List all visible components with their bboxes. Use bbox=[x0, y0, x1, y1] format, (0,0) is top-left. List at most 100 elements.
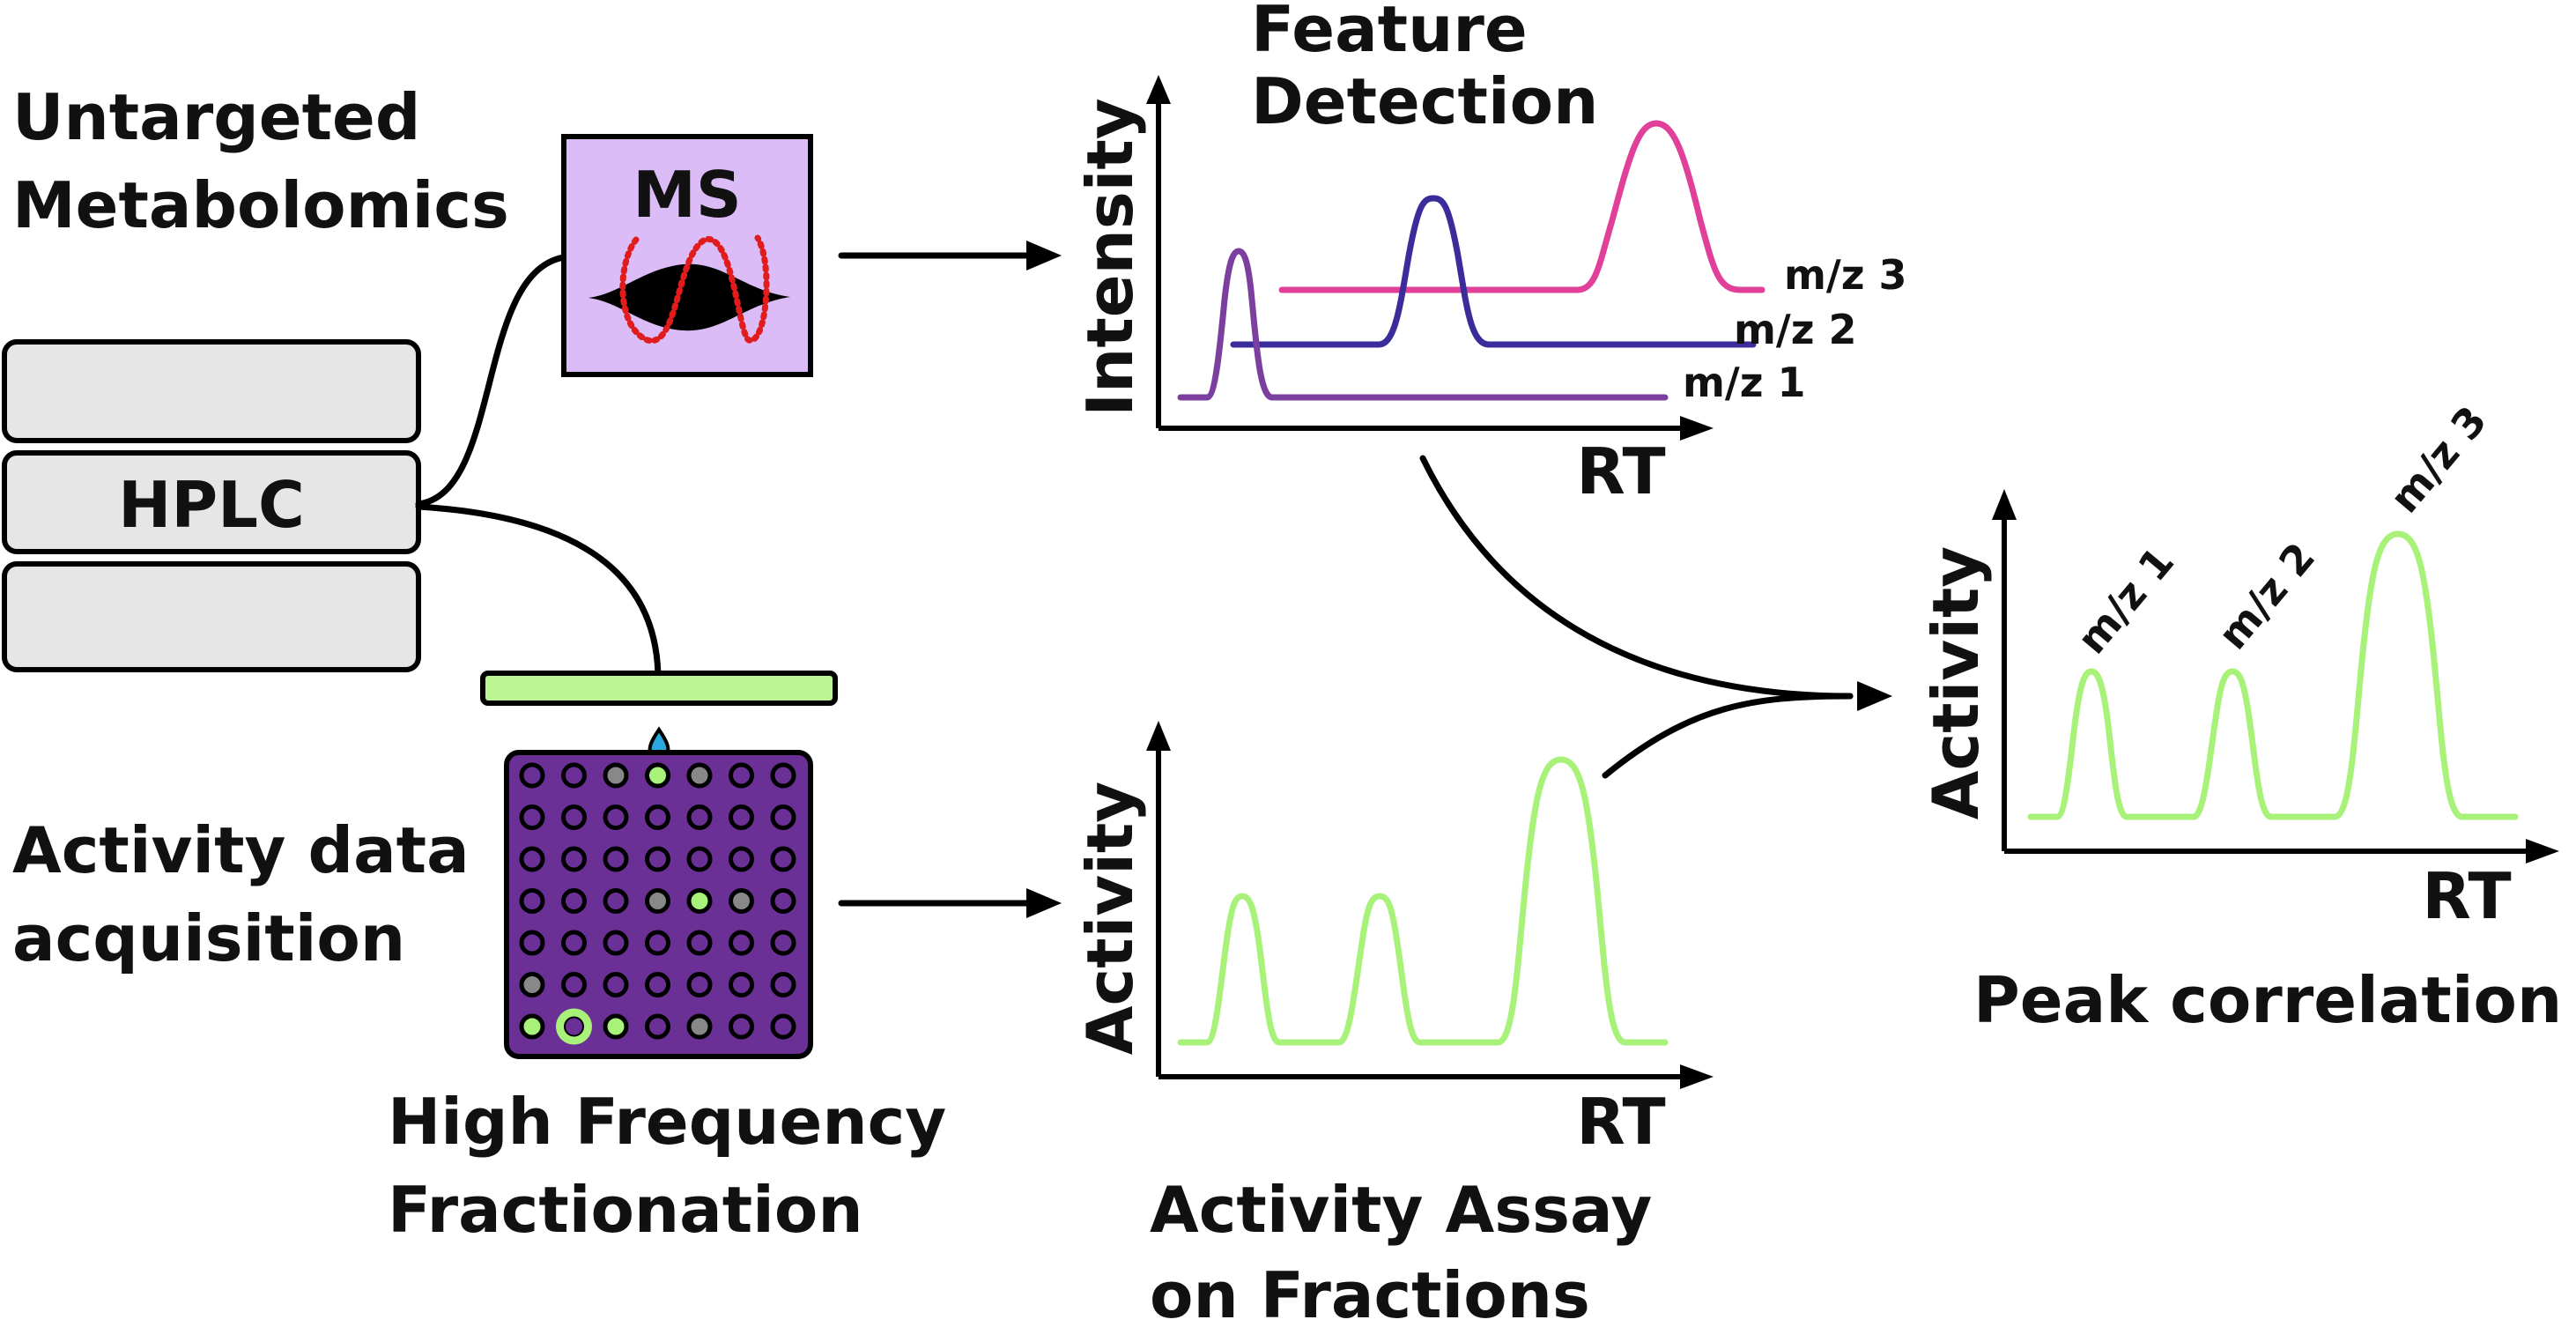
corr-trace bbox=[2027, 530, 2519, 820]
assay-x-label: RT bbox=[1576, 1085, 1665, 1159]
well bbox=[603, 1013, 629, 1040]
well bbox=[519, 972, 545, 997]
well bbox=[770, 846, 796, 872]
well bbox=[729, 804, 754, 830]
hplc-column: HPLC bbox=[2, 339, 421, 672]
well bbox=[729, 846, 754, 872]
activity-acquisition-line2: acquisition bbox=[12, 901, 405, 975]
arrow-ms-to-feature bbox=[838, 241, 1062, 271]
well bbox=[686, 762, 713, 789]
well bbox=[729, 972, 754, 997]
merge-arrowhead bbox=[1857, 681, 1892, 711]
assay-y-label: Activity bbox=[1073, 782, 1147, 1055]
well bbox=[770, 1013, 796, 1040]
well bbox=[770, 930, 796, 956]
hplc-segment-bottom bbox=[2, 561, 421, 672]
corr-y-arrowhead bbox=[1992, 489, 2017, 520]
corr-peak-label-mz3: m/z 3 bbox=[2380, 397, 2496, 522]
well bbox=[729, 888, 754, 914]
assay-trace bbox=[1177, 756, 1669, 1046]
activity-acquisition-line1: Activity data bbox=[12, 813, 470, 887]
well bbox=[686, 1013, 713, 1040]
well bbox=[729, 1013, 754, 1040]
well bbox=[686, 972, 713, 997]
well bbox=[645, 804, 670, 830]
merge-arrows bbox=[1419, 455, 1892, 779]
activity-assay-chart: Activity RT Activity Assay on Fractions bbox=[1073, 721, 1714, 1327]
well bbox=[686, 846, 713, 872]
ion-trajectory bbox=[619, 234, 770, 344]
well bbox=[770, 888, 796, 914]
corr-x-label: RT bbox=[2422, 859, 2511, 933]
corr-peak-label-mz2: m/z 2 bbox=[2209, 533, 2324, 658]
feature-x-label: RT bbox=[1576, 434, 1665, 508]
well bbox=[770, 804, 796, 830]
well bbox=[645, 930, 670, 956]
feature-y-label: Intensity bbox=[1073, 98, 1147, 416]
untargeted-label-line2: Metabolomics bbox=[12, 168, 509, 242]
untargeted-label-line1: Untargeted bbox=[12, 80, 420, 154]
series-label-mz1: m/z 1 bbox=[1683, 359, 1806, 406]
well bbox=[686, 888, 713, 914]
well bbox=[603, 972, 629, 997]
well bbox=[770, 762, 796, 789]
feature-title-line1: Feature bbox=[1251, 0, 1528, 66]
collector-bar bbox=[480, 671, 838, 706]
highlighted-well bbox=[556, 1008, 592, 1045]
assay-x-arrowhead bbox=[1680, 1064, 1714, 1089]
ms-box bbox=[561, 134, 813, 377]
well bbox=[603, 846, 629, 872]
well bbox=[561, 762, 587, 789]
well bbox=[519, 1013, 545, 1040]
feature-y-arrowhead bbox=[1146, 75, 1171, 104]
well bbox=[729, 930, 754, 956]
well bbox=[603, 930, 629, 956]
corr-y-label: Activity bbox=[1919, 546, 1993, 819]
hplc-label: HPLC bbox=[118, 468, 305, 542]
corr-peak-label-mz1: m/z 1 bbox=[2068, 537, 2183, 663]
well bbox=[686, 804, 713, 830]
well bbox=[561, 804, 587, 830]
series-label-mz2: m/z 2 bbox=[1734, 306, 1857, 353]
well bbox=[519, 846, 545, 872]
peak-correlation-title: Peak correlation bbox=[1973, 963, 2562, 1037]
well bbox=[519, 930, 545, 956]
arrow-plate-to-assay bbox=[838, 888, 1062, 918]
well bbox=[645, 846, 670, 872]
corr-x-arrowhead bbox=[2526, 839, 2559, 864]
hplc-segment-top bbox=[2, 339, 421, 443]
well-grid bbox=[519, 762, 796, 1045]
fractionation-label-line2: Fractionation bbox=[388, 1173, 863, 1247]
feature-title-line2: Detection bbox=[1251, 64, 1598, 138]
trace-mz3 bbox=[1278, 120, 1765, 293]
hplc-to-ms-line bbox=[415, 254, 567, 508]
feature-to-correlation-arrow bbox=[1419, 455, 1854, 700]
ms-label: MS bbox=[633, 158, 742, 232]
peak-correlation-chart: Activity RT m/z 1 m/z 2 m/z 3 Peak corre… bbox=[1919, 397, 2562, 1037]
well bbox=[519, 804, 545, 830]
well bbox=[519, 888, 545, 914]
assay-title-line1: Activity Assay bbox=[1150, 1173, 1652, 1247]
well bbox=[561, 972, 587, 997]
well bbox=[561, 930, 587, 956]
fractionation-label-line1: High Frequency bbox=[388, 1085, 946, 1159]
well bbox=[686, 930, 713, 956]
well bbox=[561, 846, 587, 872]
well bbox=[770, 972, 796, 997]
well bbox=[603, 762, 629, 789]
well bbox=[603, 888, 629, 914]
well bbox=[645, 1013, 670, 1040]
well bbox=[729, 762, 754, 789]
well bbox=[519, 762, 545, 789]
trace-mz1 bbox=[1177, 248, 1669, 401]
trace-mz2 bbox=[1230, 195, 1757, 348]
assay-to-correlation-arrow bbox=[1602, 693, 1854, 779]
assay-title-line2: on Fractions bbox=[1150, 1258, 1590, 1327]
well bbox=[645, 972, 670, 997]
well bbox=[603, 804, 629, 830]
hplc-to-fractionation-line bbox=[415, 503, 662, 680]
series-label-mz3: m/z 3 bbox=[1784, 251, 1907, 299]
well bbox=[561, 888, 587, 914]
well bbox=[645, 762, 670, 789]
